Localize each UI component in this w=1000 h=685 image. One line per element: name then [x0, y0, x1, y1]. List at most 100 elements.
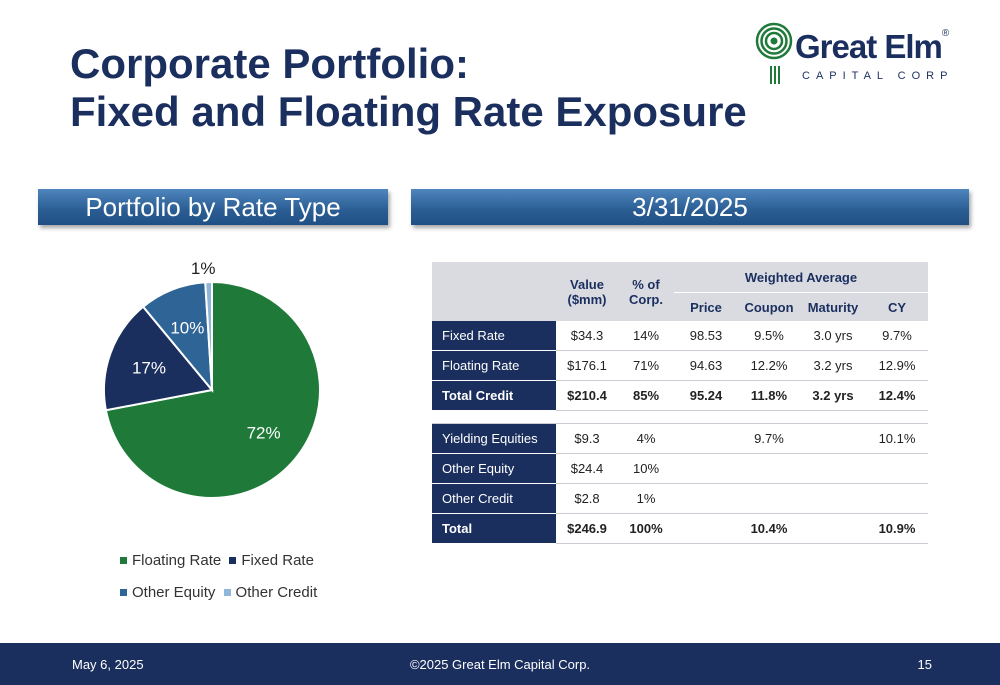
cell-price: 98.53 [674, 321, 738, 351]
page-number: 15 [917, 657, 932, 672]
cell-value: $9.3 [556, 423, 618, 454]
logo-wordmark: Great Elm® [795, 28, 949, 66]
cell-price [674, 453, 738, 484]
cell-coupon: 11.8% [738, 380, 800, 411]
spacer-cell [866, 410, 928, 424]
legend-label: Fixed Rate [241, 552, 314, 569]
page-title: Corporate Portfolio: Fixed and Floating … [70, 40, 747, 136]
row-label: Yielding Equities [432, 423, 556, 454]
header-coupon: Coupon [738, 292, 800, 321]
cell-coupon: 9.5% [738, 321, 800, 351]
spacer-cell [556, 410, 618, 424]
cell-pct: 71% [618, 350, 674, 381]
cell-maturity [800, 453, 866, 484]
pie-label-other-credit: 1% [191, 259, 216, 278]
cell-coupon [738, 483, 800, 514]
cell-pct: 4% [618, 423, 674, 454]
cell-price: 95.24 [674, 380, 738, 411]
cell-value: $34.3 [556, 321, 618, 351]
cell-cy: 12.9% [866, 350, 928, 381]
logo-name-text: Great Elm [795, 28, 943, 65]
cell-value: $176.1 [556, 350, 618, 381]
cell-price [674, 513, 738, 544]
rate-type-pie-chart: 72% 17% 10% 1% [103, 259, 321, 499]
cell-value: $246.9 [556, 513, 618, 544]
pie-legend: Floating Rate Fixed Rate Other Equity Ot… [120, 550, 330, 614]
table-header-row: Value ($mm) % of Corp. Weighted Average [432, 262, 928, 321]
table-row: Yielding Equities $9.3 4% 9.7% 10.1% [432, 423, 928, 454]
table-row: Fixed Rate $34.3 14% 98.53 9.5% 3.0 yrs … [432, 321, 928, 351]
cell-value: $24.4 [556, 453, 618, 484]
portfolio-rate-type-banner: Portfolio by Rate Type [38, 189, 388, 225]
spacer-cell [432, 410, 556, 424]
page-title-line-1: Corporate Portfolio: [70, 40, 469, 87]
row-label: Other Equity [432, 453, 556, 484]
table-row-total-credit: Total Credit $210.4 85% 95.24 11.8% 3.2 … [432, 380, 928, 411]
company-logo: Great Elm® CAPITAL CORP [755, 22, 949, 92]
page-title-line-2: Fixed and Floating Rate Exposure [70, 88, 747, 135]
legend-row: Floating Rate Fixed Rate [120, 550, 330, 582]
cell-coupon [738, 453, 800, 484]
elm-tree-logo-icon [755, 22, 793, 84]
header-label-blank [432, 262, 556, 321]
footer-copyright: ©2025 Great Elm Capital Corp. [409, 657, 591, 672]
legend-item-floating-rate: Floating Rate [120, 550, 221, 572]
pie-label-other-equity: 10% [170, 319, 204, 338]
header-value-line-2: ($mm) [567, 291, 607, 307]
cell-cy [866, 453, 928, 484]
cell-maturity: 3.0 yrs [800, 321, 866, 351]
cell-pct: 1% [618, 483, 674, 514]
table-row: Other Credit $2.8 1% [432, 483, 928, 514]
row-label: Fixed Rate [432, 321, 556, 351]
legend-swatch [229, 556, 237, 564]
header-maturity: Maturity [800, 292, 866, 321]
cell-value: $210.4 [556, 380, 618, 411]
pie-slice-other-credit [204, 280, 213, 391]
cell-maturity [800, 483, 866, 514]
row-label: Floating Rate [432, 350, 556, 381]
row-label: Other Credit [432, 483, 556, 514]
table-subheader-row: Price Coupon Maturity CY [432, 292, 928, 321]
cell-cy: 12.4% [866, 380, 928, 411]
cell-maturity [800, 423, 866, 454]
header-cy: CY [866, 292, 928, 321]
legend-swatch [223, 588, 231, 596]
registered-mark: ® [941, 28, 949, 39]
table-row-total: Total $246.9 100% 10.4% 10.9% [432, 513, 928, 544]
header-weighted-average: Weighted Average [674, 262, 928, 293]
cell-cy: 10.9% [866, 513, 928, 544]
cell-pct: 85% [618, 380, 674, 411]
cell-pct: 10% [618, 453, 674, 484]
cell-maturity [800, 513, 866, 544]
cell-maturity: 3.2 yrs [800, 350, 866, 381]
table-spacer-row [432, 410, 928, 424]
cell-cy: 10.1% [866, 423, 928, 454]
rate-exposure-table: Value ($mm) % of Corp. Weighted Average Pr… [432, 262, 928, 544]
table-row: Other Equity $24.4 10% [432, 453, 928, 484]
cell-cy [866, 483, 928, 514]
header-pct-line-1: % of [632, 276, 660, 292]
header-value: Value ($mm) [556, 262, 618, 321]
footer-bar: May 6, 2025 ©2025 Great Elm Capital Corp… [0, 643, 1000, 685]
pie-label-floating-rate: 72% [247, 424, 281, 443]
cell-coupon: 12.2% [738, 350, 800, 381]
legend-swatch [120, 588, 127, 596]
legend-item-other-credit: Other Credit [223, 582, 318, 604]
cell-price: 94.63 [674, 350, 738, 381]
pie-label-fixed-rate: 17% [132, 358, 166, 377]
legend-row: Other Equity Other Credit [120, 582, 330, 614]
cell-cy: 9.7% [866, 321, 928, 351]
spacer-cell [618, 410, 674, 424]
header-price: Price [674, 292, 738, 321]
row-label: Total Credit [432, 380, 556, 411]
cell-value: $2.8 [556, 483, 618, 514]
cell-coupon: 9.7% [738, 423, 800, 454]
header-pct-corp: % of Corp. [618, 262, 674, 321]
date-banner: 3/31/2025 [411, 189, 969, 225]
footer-date: May 6, 2025 [72, 657, 144, 672]
spacer-cell [738, 410, 800, 424]
legend-label: Other Credit [235, 584, 318, 601]
legend-label: Other Equity [132, 584, 216, 601]
cell-price [674, 483, 738, 514]
spacer-cell [674, 410, 738, 424]
